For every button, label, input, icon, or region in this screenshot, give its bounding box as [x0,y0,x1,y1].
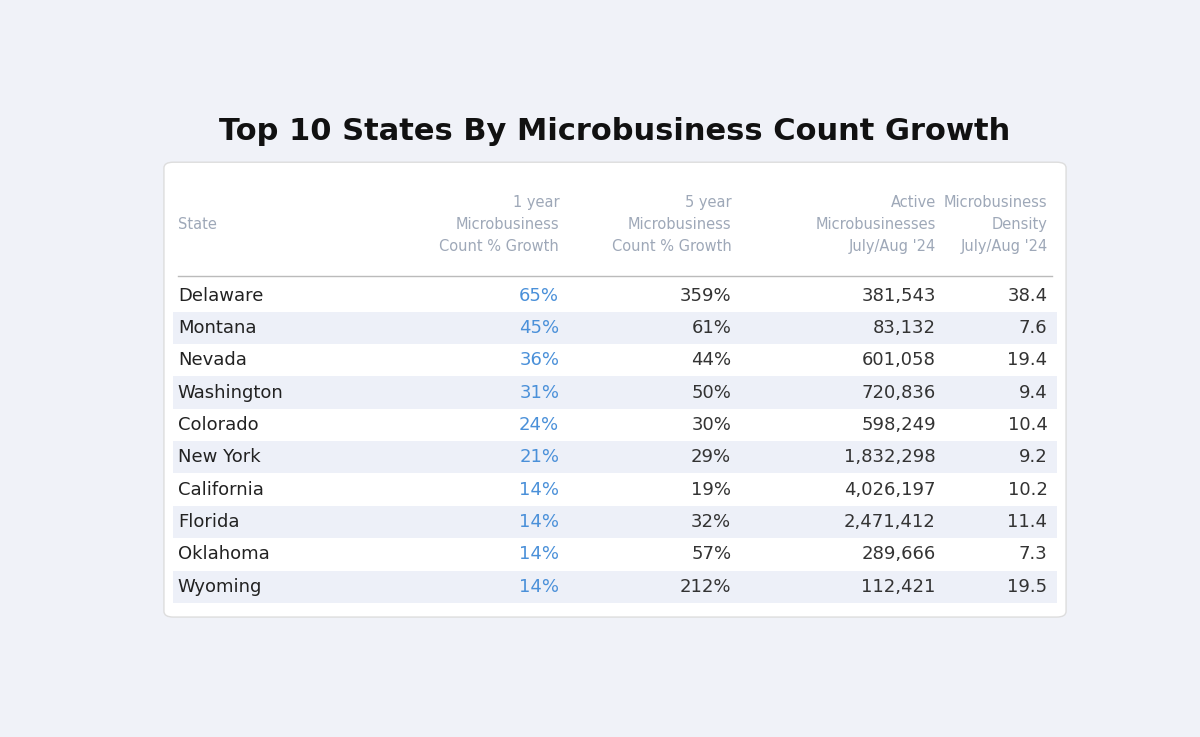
FancyBboxPatch shape [164,162,1066,617]
Text: Delaware: Delaware [178,287,263,304]
Text: 5 year
Microbusiness
Count % Growth: 5 year Microbusiness Count % Growth [612,195,731,254]
Text: 14%: 14% [520,481,559,499]
Text: 601,058: 601,058 [862,352,936,369]
Text: 19%: 19% [691,481,731,499]
Text: Nevada: Nevada [178,352,247,369]
Text: Active
Microbusinesses
July/Aug '24: Active Microbusinesses July/Aug '24 [816,195,936,254]
Text: 44%: 44% [691,352,731,369]
Text: 19.4: 19.4 [1007,352,1048,369]
Text: 1,832,298: 1,832,298 [845,448,936,467]
Text: 32%: 32% [691,513,731,531]
Text: 65%: 65% [520,287,559,304]
Bar [173,506,1057,538]
Text: 289,666: 289,666 [862,545,936,563]
Text: 7.3: 7.3 [1019,545,1048,563]
Text: New York: New York [178,448,260,467]
Text: 45%: 45% [520,319,559,337]
Bar [173,570,1057,603]
Text: 19.5: 19.5 [1007,578,1048,595]
Text: 9.4: 9.4 [1019,384,1048,402]
Text: Washington: Washington [178,384,283,402]
Text: 14%: 14% [520,545,559,563]
Text: Colorado: Colorado [178,416,258,434]
Text: 50%: 50% [691,384,731,402]
Text: Florida: Florida [178,513,240,531]
Text: 83,132: 83,132 [872,319,936,337]
Text: 10.2: 10.2 [1008,481,1048,499]
Text: 359%: 359% [679,287,731,304]
Text: 4,026,197: 4,026,197 [845,481,936,499]
Text: 720,836: 720,836 [862,384,936,402]
Text: 14%: 14% [520,513,559,531]
Bar [173,377,1057,409]
Text: 1 year
Microbusiness
Count % Growth: 1 year Microbusiness Count % Growth [439,195,559,254]
Text: 61%: 61% [691,319,731,337]
Text: 212%: 212% [679,578,731,595]
Text: 31%: 31% [520,384,559,402]
Text: California: California [178,481,264,499]
Text: 30%: 30% [691,416,731,434]
Text: 21%: 21% [520,448,559,467]
Text: 598,249: 598,249 [862,416,936,434]
Text: 7.6: 7.6 [1019,319,1048,337]
Text: Microbusiness
Density
July/Aug '24: Microbusiness Density July/Aug '24 [944,195,1048,254]
Text: 10.4: 10.4 [1008,416,1048,434]
Text: Top 10 States By Microbusiness Count Growth: Top 10 States By Microbusiness Count Gro… [220,116,1010,146]
Text: 9.2: 9.2 [1019,448,1048,467]
Text: Oklahoma: Oklahoma [178,545,270,563]
Text: 11.4: 11.4 [1008,513,1048,531]
Text: Wyoming: Wyoming [178,578,263,595]
Text: 29%: 29% [691,448,731,467]
Text: 36%: 36% [520,352,559,369]
Bar [173,441,1057,473]
Text: 2,471,412: 2,471,412 [844,513,936,531]
Text: 24%: 24% [520,416,559,434]
Text: 38.4: 38.4 [1007,287,1048,304]
Text: Montana: Montana [178,319,257,337]
Text: 57%: 57% [691,545,731,563]
Text: 112,421: 112,421 [862,578,936,595]
Text: State: State [178,217,217,232]
Text: 381,543: 381,543 [862,287,936,304]
Text: 14%: 14% [520,578,559,595]
Bar [173,312,1057,344]
